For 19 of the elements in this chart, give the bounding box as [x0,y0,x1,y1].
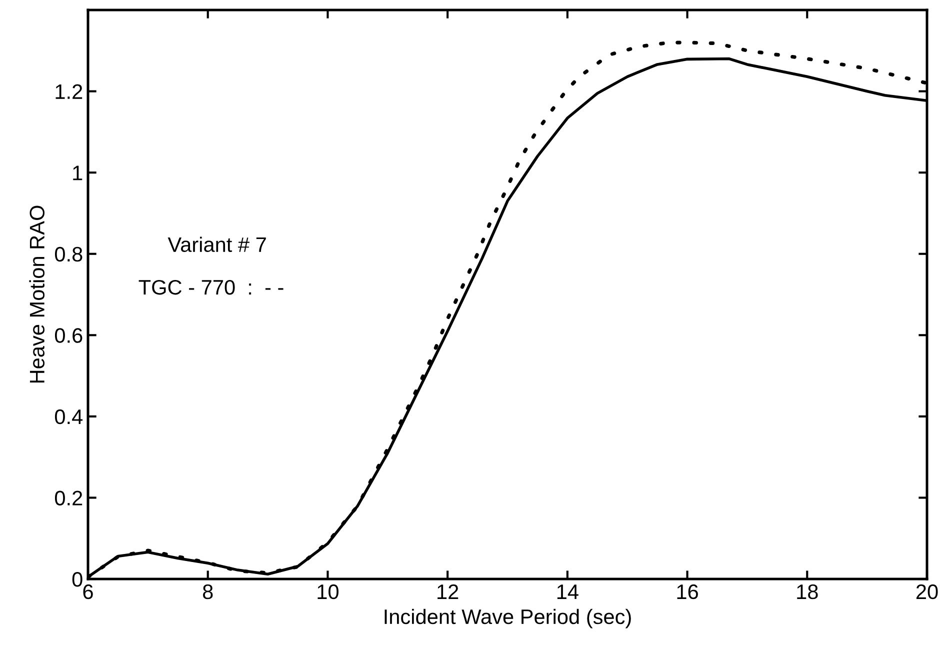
annotation: TGC - 770 : - - [138,280,284,295]
y-tick-label: 0.8 [54,246,82,262]
x-axis-title: Incident Wave Period (sec) [384,608,631,628]
y-tick-label: 0.2 [54,490,82,506]
x-tick-label: 10 [318,584,338,600]
x-tick-label: 14 [557,584,578,599]
y-axis-title: Heave Motion RAO [29,206,45,383]
x-tick-label: 12 [438,584,458,599]
x-tick-label: 18 [797,584,818,600]
y-tick-label: 0.4 [54,409,83,424]
x-tick-label: 20 [916,584,938,600]
y-tick-label: 0 [72,572,82,587]
annotation: Variant # 7 [168,236,266,252]
y-tick-label: 1 [73,166,82,180]
x-tick-label: 6 [83,584,93,600]
y-tick-label: 0.6 [54,328,82,343]
x-tick-label: 16 [677,584,698,600]
x-tick-label: 8 [202,584,213,600]
y-tick-label: 1.2 [56,84,82,99]
